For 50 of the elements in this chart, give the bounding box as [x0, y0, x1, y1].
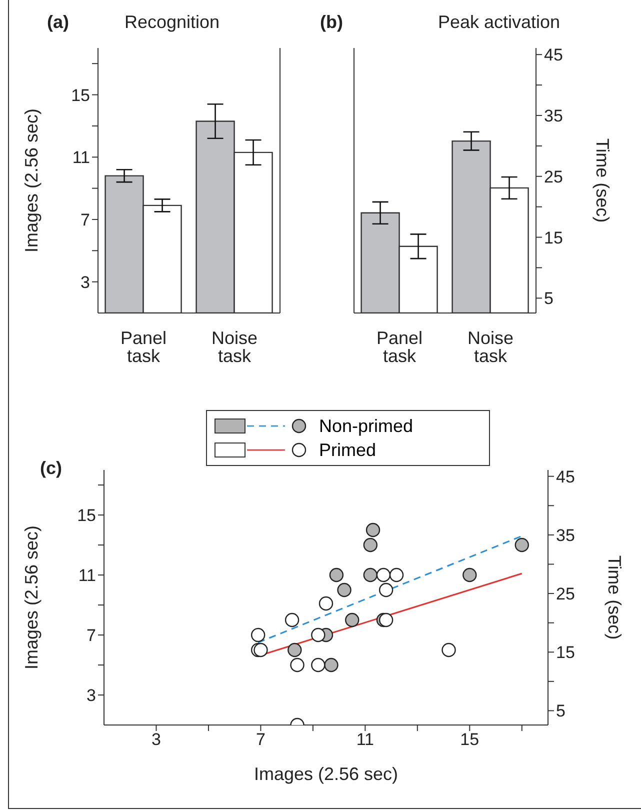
x-tick-label: 3: [152, 730, 161, 750]
y2-tick-label: 5: [544, 289, 554, 308]
point: [363, 568, 378, 582]
y-tick-label: 3: [86, 686, 96, 706]
point: [254, 642, 268, 658]
y-tick-label: 11: [78, 566, 96, 586]
text: (a): [47, 12, 70, 32]
y-tick-label: 15: [71, 86, 90, 105]
x-tick-label: Panel task: [120, 328, 167, 366]
legend-label: Non-primed: [319, 416, 414, 436]
y2-tick-label: 25: [544, 167, 563, 186]
x-axis-title: Images (2.56 sec): [254, 764, 398, 784]
y-tick-label: 7: [80, 210, 90, 230]
point: [366, 522, 380, 538]
x-tick-label: 15: [460, 730, 480, 750]
y2-tick-label: 15: [544, 228, 563, 248]
y2-tick-label: 25: [556, 584, 575, 604]
x-tick-label: Noise task: [211, 328, 258, 366]
chart-title: Recognition: [124, 12, 220, 32]
point: [514, 538, 529, 552]
y2-tick-label: 45: [544, 46, 563, 65]
point: [324, 658, 338, 672]
point: [363, 538, 378, 552]
y-tick-label: 3: [80, 272, 90, 292]
y2-tick-label: 35: [544, 106, 563, 126]
point: [462, 568, 477, 582]
y2-tick-label: 45: [556, 467, 575, 486]
y-axis-title: Images (2.56 sec): [21, 525, 42, 670]
y-tick-label: 15: [77, 506, 96, 526]
point: [329, 568, 344, 582]
text: (c): [40, 458, 62, 478]
y-tick-label: 7: [86, 626, 96, 646]
x-tick-label: Panel task: [376, 328, 423, 366]
y2-tick-label: 15: [556, 643, 575, 662]
point: [311, 628, 326, 642]
y-tick-label: 11: [72, 148, 90, 168]
x-tick-label: 7: [256, 730, 266, 750]
point: [288, 642, 302, 658]
chart-title: Peak activation: [438, 12, 560, 32]
x-tick-label: Noise task: [467, 328, 514, 366]
y2-tick-label: 5: [556, 702, 566, 721]
x-tick-label: 11: [356, 730, 374, 750]
legend-label: Primed: [319, 440, 376, 460]
point: [345, 612, 360, 628]
text: (b): [320, 12, 343, 32]
y2-axis-title: Time (sec): [604, 555, 625, 640]
y2-tick-label: 35: [556, 526, 575, 545]
point: [337, 582, 352, 598]
y2-axis-title: Time (sec): [592, 138, 613, 223]
y-axis-title: Images (2.56 sec): [21, 108, 42, 253]
